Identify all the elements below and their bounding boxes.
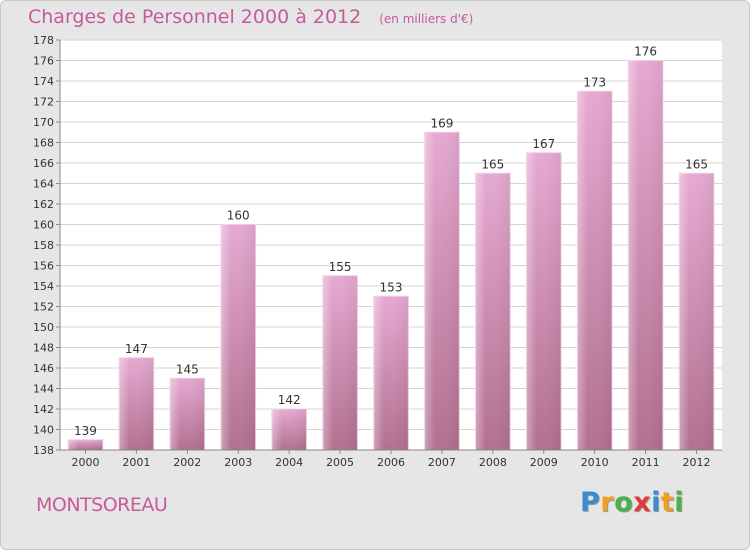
y-tick-label: 140 xyxy=(33,424,54,437)
x-tick-label-2006: 2006 xyxy=(377,456,405,469)
data-label-2004: 142 xyxy=(278,393,301,407)
chart-title-block: Charges de Personnel 2000 à 2012 (en mill… xyxy=(28,6,473,28)
bar-highlight-2005 xyxy=(322,275,358,450)
x-tick-label-2004: 2004 xyxy=(275,456,303,469)
bar-highlight-2002 xyxy=(169,378,205,450)
logo-letter: x xyxy=(633,487,652,518)
town-name: MONTSOREAU xyxy=(36,494,168,516)
x-tick-label-2007: 2007 xyxy=(428,456,456,469)
y-tick-label: 150 xyxy=(33,321,54,334)
x-tick-label-2005: 2005 xyxy=(326,456,354,469)
bar-highlight-2009 xyxy=(526,152,562,450)
y-tick-label: 164 xyxy=(33,178,54,191)
y-tick-label: 156 xyxy=(33,260,54,273)
x-tick-label-2002: 2002 xyxy=(173,456,201,469)
y-tick-label: 160 xyxy=(33,219,54,232)
bar-highlight-2007 xyxy=(424,132,460,450)
y-tick-label: 174 xyxy=(33,75,54,88)
logo-letter: o xyxy=(614,487,634,518)
data-label-2007: 169 xyxy=(430,116,453,130)
data-label-2010: 173 xyxy=(583,75,606,89)
logo-letter: i xyxy=(674,487,685,518)
chart-subtitle: (en milliers d'€) xyxy=(379,12,474,26)
data-label-2006: 153 xyxy=(380,280,403,294)
x-tick-label-2009: 2009 xyxy=(530,456,558,469)
data-label-2008: 165 xyxy=(481,157,504,171)
bar-highlight-2010 xyxy=(577,91,613,450)
y-tick-label: 144 xyxy=(33,383,54,396)
data-label-2001: 147 xyxy=(125,342,148,356)
bar-highlight-2001 xyxy=(119,357,154,450)
x-tick-label-2008: 2008 xyxy=(479,456,507,469)
y-tick-label: 146 xyxy=(33,362,54,375)
y-tick-label: 158 xyxy=(33,239,54,252)
y-tick-label: 168 xyxy=(33,137,54,150)
data-label-2005: 155 xyxy=(329,260,352,274)
bar-highlight-2012 xyxy=(679,173,714,450)
y-tick-label: 162 xyxy=(33,198,54,211)
y-tick-label: 142 xyxy=(33,403,54,416)
logo-letter: t xyxy=(660,487,675,518)
y-tick-label: 166 xyxy=(33,157,54,170)
y-tick-label: 138 xyxy=(33,444,54,457)
logo-letter: i xyxy=(651,487,661,518)
data-label-2003: 160 xyxy=(227,209,250,223)
y-tick-label: 170 xyxy=(33,116,54,129)
data-label-2009: 167 xyxy=(532,137,555,151)
data-label-2000: 139 xyxy=(74,424,97,438)
y-tick-label: 178 xyxy=(33,34,54,47)
x-tick-label-2000: 2000 xyxy=(71,456,99,469)
y-tick-label: 172 xyxy=(33,96,54,109)
bar-highlight-2011 xyxy=(628,60,663,450)
y-tick-label: 148 xyxy=(33,342,54,355)
bar-highlight-2000 xyxy=(68,439,103,450)
x-tick-label-2001: 2001 xyxy=(122,456,150,469)
data-label-2011: 176 xyxy=(634,45,657,59)
proxiti-logo: Proxiti xyxy=(580,487,684,518)
y-tick-label: 154 xyxy=(33,280,54,293)
bar-highlight-2006 xyxy=(373,296,409,450)
logo-letter: P xyxy=(580,487,601,518)
logo-letter: r xyxy=(600,487,615,518)
y-tick-label: 152 xyxy=(33,301,54,314)
x-tick-label-2011: 2011 xyxy=(632,456,660,469)
x-tick-label-2010: 2010 xyxy=(581,456,609,469)
data-label-2012: 165 xyxy=(685,157,708,171)
bar-highlight-2004 xyxy=(271,409,307,450)
data-label-2002: 145 xyxy=(176,362,199,376)
x-tick-label-2003: 2003 xyxy=(224,456,252,469)
bar-highlight-2008 xyxy=(475,173,511,450)
y-tick-label: 176 xyxy=(33,55,54,68)
x-tick-label-2012: 2012 xyxy=(683,456,711,469)
bar-highlight-2003 xyxy=(220,224,256,450)
chart-title: Charges de Personnel 2000 à 2012 xyxy=(28,6,362,28)
